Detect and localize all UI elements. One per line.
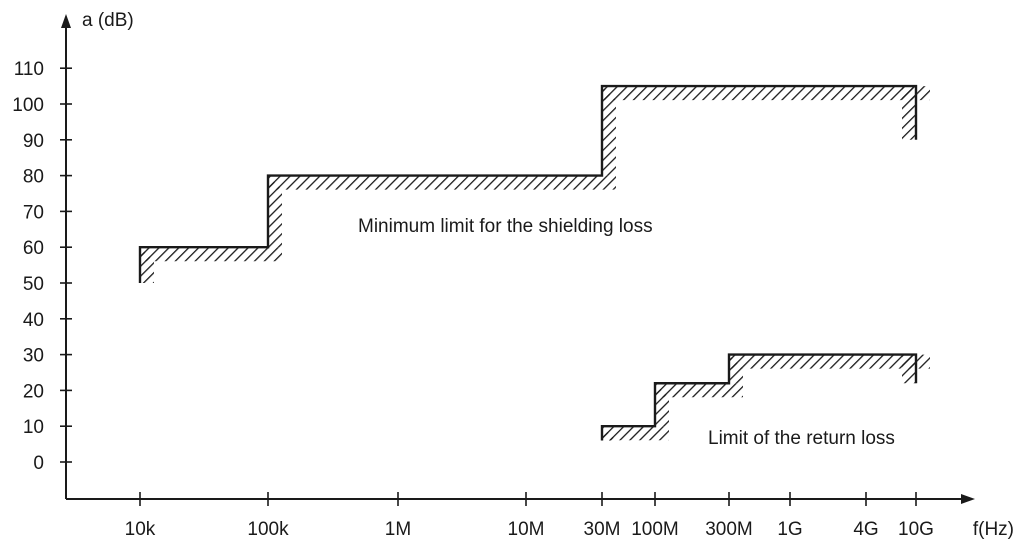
x-axis-title: f(Hz) (973, 519, 1014, 540)
y-tick-label: 80 (23, 167, 44, 188)
series-1-hatch (268, 175, 282, 248)
x-tick-label: 100k (247, 519, 289, 540)
y-tick-label: 60 (23, 238, 44, 259)
y-tick-label: 90 (23, 131, 44, 152)
series-2-line (600, 353, 918, 441)
y-tick-label: 0 (33, 453, 44, 474)
x-axis-arrow (961, 494, 975, 504)
y-tick-label: 40 (23, 310, 44, 331)
series-2-hatch (902, 354, 916, 384)
series-1-hatch (902, 86, 916, 140)
x-tick-label: 10M (508, 519, 545, 540)
y-tick-label: 70 (23, 202, 44, 223)
series-1-label: Minimum limit for the shielding loss (358, 216, 653, 237)
y-tick-label: 10 (23, 417, 44, 438)
axes-layer (60, 14, 975, 506)
series-2-label: Limit of the return loss (708, 428, 895, 449)
series-2-hatch (729, 354, 930, 369)
series-2-hatch (602, 426, 669, 441)
y-tick-label: 100 (12, 95, 44, 116)
x-tick-label: 10k (125, 519, 156, 540)
x-tick-label: 300M (705, 519, 753, 540)
series-1-line (138, 84, 918, 283)
x-tick-label: 1M (385, 519, 411, 540)
series-layer (138, 84, 918, 441)
x-tick-label: 4G (853, 519, 878, 540)
series-1-hatch (602, 86, 616, 176)
series-1-hatch (268, 175, 616, 190)
x-tick-label: 1G (777, 519, 802, 540)
y-tick-label: 50 (23, 274, 44, 295)
x-tick-label: 10G (898, 519, 934, 540)
series-1-hatch (602, 86, 930, 101)
series-1-hatch (140, 247, 282, 262)
x-tick-label: 30M (584, 519, 621, 540)
y-axis-title: a (dB) (82, 10, 134, 31)
y-tick-label: 20 (23, 381, 44, 402)
series-2-hatch (655, 383, 743, 398)
x-tick-label: 100M (631, 519, 679, 540)
y-axis-arrow (61, 14, 71, 28)
label-layer: 0 10 20 30 40 50 60 70 80 90 100 110 10k 100k 1M 10M 30M… (12, 10, 1014, 540)
hatch-layer (140, 86, 930, 441)
y-tick-label: 30 (23, 346, 44, 367)
y-tick-label: 110 (14, 59, 44, 80)
